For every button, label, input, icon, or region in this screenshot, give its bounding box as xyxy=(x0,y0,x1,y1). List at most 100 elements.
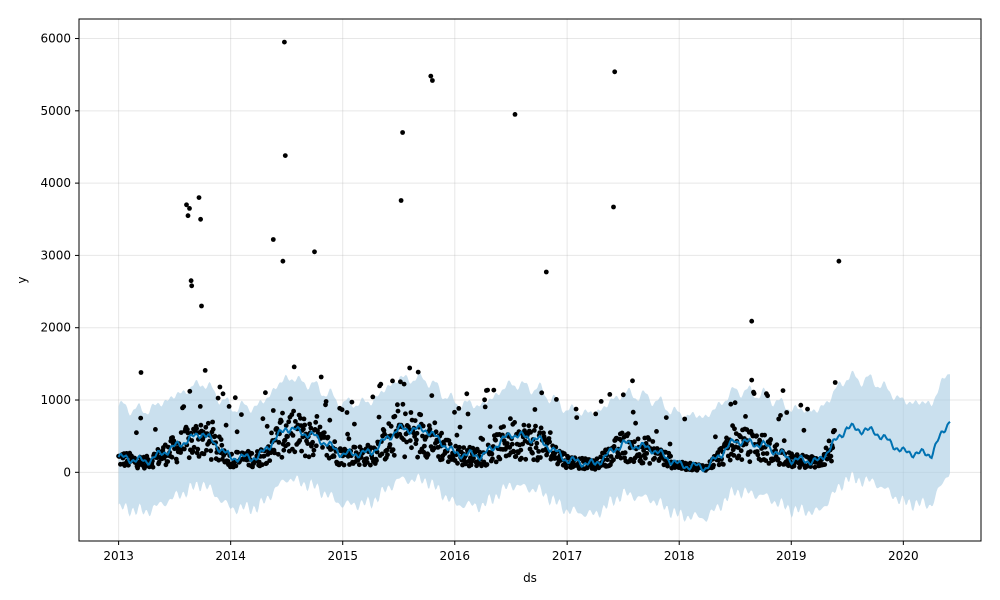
observed-point xyxy=(822,462,828,467)
observed-point xyxy=(314,414,320,419)
observed-point xyxy=(533,423,538,429)
observed-point xyxy=(203,424,209,430)
y-tick-label: 1000 xyxy=(40,393,71,407)
observed-point xyxy=(721,462,726,467)
observed-point xyxy=(398,379,403,385)
observed-point xyxy=(409,445,414,451)
observed-point xyxy=(547,430,553,435)
observed-point xyxy=(760,451,766,456)
observed-point xyxy=(574,415,580,420)
observed-point xyxy=(402,454,408,460)
plot-frame xyxy=(78,18,982,542)
observed-point xyxy=(283,423,289,428)
observed-point xyxy=(169,454,175,460)
observed-point xyxy=(482,397,487,403)
observed-point xyxy=(263,390,268,396)
observed-point xyxy=(320,445,325,450)
observed-point xyxy=(395,408,401,414)
observed-point xyxy=(491,387,497,393)
y-axis: 0 1000 2000 3000 4000 5000 6000 xyxy=(40,32,79,479)
observed-point xyxy=(539,390,545,396)
observed-point xyxy=(738,448,744,454)
observed-point xyxy=(487,424,493,429)
observed-point xyxy=(647,461,653,466)
observed-point xyxy=(305,441,311,446)
observed-point xyxy=(285,434,290,439)
observed-point xyxy=(349,399,355,405)
observed-point xyxy=(301,426,306,432)
observed-point xyxy=(727,457,733,463)
observed-point xyxy=(346,436,352,442)
x-tick-label: 2013 xyxy=(103,549,134,563)
observed-point xyxy=(339,407,345,413)
observed-point xyxy=(308,425,314,431)
observed-point xyxy=(195,446,201,452)
observed-point xyxy=(736,453,742,459)
observed-point xyxy=(729,443,735,448)
observed-point xyxy=(414,430,420,436)
observed-point xyxy=(414,437,419,443)
observed-point xyxy=(625,431,631,437)
observed-point xyxy=(541,434,547,439)
observed-point xyxy=(523,456,529,462)
observed-point xyxy=(477,449,483,455)
observed-point xyxy=(276,440,282,445)
observed-point xyxy=(274,426,280,432)
observed-outlier-point xyxy=(199,303,204,309)
observed-outlier-point xyxy=(280,258,286,264)
observed-point xyxy=(633,420,638,426)
observed-point xyxy=(297,438,303,443)
observed-point xyxy=(189,438,195,443)
observed-point xyxy=(219,442,225,448)
observed-point xyxy=(256,459,262,465)
observed-point xyxy=(452,409,457,415)
observed-point xyxy=(646,437,652,442)
observed-point xyxy=(190,449,196,454)
observed-point xyxy=(484,462,490,467)
observed-point xyxy=(765,393,770,399)
observed-point xyxy=(682,416,688,422)
x-tick-label: 2017 xyxy=(552,549,583,563)
observed-point xyxy=(165,459,171,464)
observed-point xyxy=(632,439,637,445)
observed-point xyxy=(532,407,538,412)
observed-point xyxy=(153,427,158,432)
observed-point xyxy=(465,411,471,417)
observed-point xyxy=(457,424,463,430)
x-tick-label: 2015 xyxy=(327,549,358,563)
observed-point xyxy=(521,422,527,428)
observed-point xyxy=(768,437,774,442)
observed-point xyxy=(423,434,429,440)
y-tick-label: 0 xyxy=(63,465,71,479)
observed-point xyxy=(485,387,490,393)
observed-outlier-point xyxy=(282,153,288,159)
observed-point xyxy=(382,431,387,437)
observed-outlier-point xyxy=(270,237,276,242)
observed-point xyxy=(774,442,780,448)
forecast-line xyxy=(117,421,951,473)
observed-point xyxy=(429,393,435,398)
observed-point xyxy=(490,456,495,462)
x-tick-label: 2018 xyxy=(664,549,695,563)
observed-point xyxy=(223,422,229,428)
observed-point xyxy=(732,426,737,432)
observed-point xyxy=(376,414,382,420)
observed-point xyxy=(208,457,214,462)
observed-outlier-point xyxy=(188,278,194,284)
observed-point xyxy=(735,445,741,450)
observed-point xyxy=(667,441,673,447)
observed-point xyxy=(395,402,400,408)
observed-point xyxy=(665,463,670,469)
observed-point xyxy=(275,451,281,457)
observed-point xyxy=(208,448,214,454)
observed-point xyxy=(218,437,224,442)
y-tick-label: 4000 xyxy=(40,176,71,190)
observed-point xyxy=(178,430,184,435)
observed-point xyxy=(390,447,396,453)
y-tick-label: 5000 xyxy=(40,104,71,118)
observed-point xyxy=(364,456,370,461)
observed-point xyxy=(332,439,338,445)
observed-point xyxy=(781,438,787,444)
observed-point xyxy=(379,451,385,457)
